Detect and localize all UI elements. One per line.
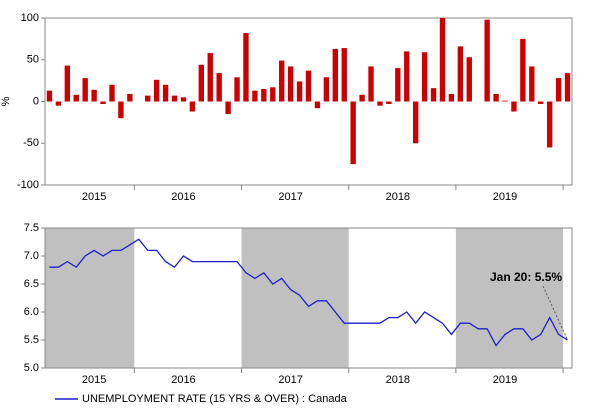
- y-tick-label: -100: [17, 179, 39, 191]
- bar: [189, 101, 196, 112]
- bar: [207, 53, 213, 102]
- y-tick-label: 6.0: [24, 306, 39, 318]
- bar: [430, 88, 437, 102]
- annotation-leader: [542, 285, 568, 341]
- y-tick-label: 7.0: [24, 250, 39, 262]
- bar: [118, 101, 124, 119]
- x-tick-label: 2018: [386, 374, 410, 386]
- bar: [386, 101, 392, 105]
- x-tick-label: 2017: [278, 374, 302, 386]
- x-tick-label: 2015: [82, 374, 106, 386]
- bar: [439, 18, 446, 102]
- bar: [314, 101, 321, 109]
- bar: [109, 84, 115, 102]
- bar: [323, 77, 330, 102]
- bar: [171, 95, 178, 102]
- bar: [153, 79, 160, 102]
- bar: [225, 101, 231, 115]
- bar: [546, 101, 553, 148]
- y-tick-label: 0: [33, 95, 39, 107]
- y-tick-label: 50: [27, 54, 39, 66]
- bar: [296, 81, 303, 102]
- bar: [511, 101, 517, 112]
- shaded-year: [45, 228, 135, 368]
- bar: [484, 19, 490, 102]
- bar: [73, 94, 79, 102]
- bar: [198, 64, 204, 102]
- bar: [413, 101, 419, 144]
- bar: [252, 90, 258, 102]
- y-axis-label: %: [0, 96, 12, 106]
- bar: [180, 97, 187, 102]
- bar: [395, 68, 401, 102]
- bar: [234, 77, 240, 102]
- bar: [520, 38, 526, 102]
- bar: [305, 70, 312, 102]
- y-tick-label: 100: [21, 12, 39, 24]
- y-tick-label: 5.5: [24, 334, 39, 346]
- x-tick-label: 2016: [171, 374, 195, 386]
- bar: [404, 51, 410, 102]
- bar: [493, 93, 499, 102]
- bar: [448, 93, 455, 102]
- line: [49, 238, 568, 347]
- bar: [100, 101, 106, 105]
- x-tick-label: 2019: [493, 374, 517, 386]
- shaded-year: [241, 228, 349, 368]
- annotation: Jan 20: 5.5%: [490, 270, 562, 284]
- bar: [216, 73, 222, 102]
- bar: [377, 101, 383, 106]
- bar: [127, 93, 133, 102]
- bar: [368, 66, 374, 102]
- bar: [243, 33, 249, 102]
- bar: [64, 65, 71, 102]
- y-tick-label: 5.0: [24, 362, 39, 374]
- bar: [529, 66, 535, 102]
- x-tick-label: 2016: [171, 191, 195, 203]
- x-tick-label: 2018: [386, 191, 410, 203]
- bar: [421, 52, 428, 102]
- plot-frame: [44, 227, 573, 369]
- bar: [46, 90, 53, 102]
- bar: [466, 57, 472, 102]
- bar: [555, 78, 562, 102]
- y-tick-label: -50: [23, 137, 39, 149]
- bar: [279, 60, 285, 102]
- bar: [287, 66, 294, 102]
- x-tick-label: 2017: [278, 191, 302, 203]
- bar: [359, 94, 365, 102]
- bar: [502, 100, 508, 102]
- bar: [82, 78, 88, 102]
- y-tick-label: 6.5: [24, 278, 39, 290]
- bar: [270, 87, 276, 102]
- shaded-year: [455, 228, 564, 368]
- bar: [91, 89, 97, 102]
- bar: [332, 48, 338, 102]
- x-tick-label: 2019: [493, 191, 517, 203]
- bar: [261, 88, 267, 102]
- bar: [564, 73, 571, 102]
- bar: [350, 101, 356, 165]
- y-tick-label: 7.5: [24, 222, 39, 234]
- bar: [55, 101, 62, 106]
- x-tick-label: 2015: [82, 191, 106, 203]
- bar: [457, 46, 464, 102]
- legend-label: UNEMPLOYMENT RATE (15 YRS & OVER) : Cana…: [82, 393, 348, 405]
- bar: [538, 101, 544, 105]
- bar: [341, 48, 347, 102]
- bar: [162, 84, 169, 102]
- bar: [145, 95, 151, 102]
